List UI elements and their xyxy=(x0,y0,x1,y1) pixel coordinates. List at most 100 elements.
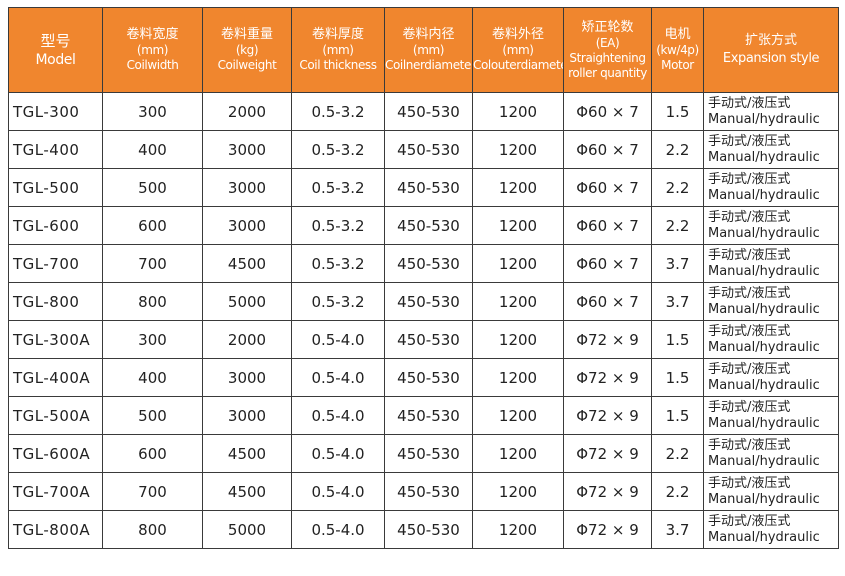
cell-model: TGL-400 xyxy=(8,130,103,169)
cell-motor: 2.2 xyxy=(651,206,704,245)
cell-inner-diameter: 450-530 xyxy=(384,282,473,321)
expansion-en: Manual/hydraulic xyxy=(708,339,820,355)
expansion-en: Manual/hydraulic xyxy=(708,453,820,469)
header-label-en: Model xyxy=(35,51,76,68)
header-label-zh: 卷料外径 xyxy=(491,27,544,42)
table-row: TGL-500A 500 3000 0.5-4.0 450-530 1200 Φ… xyxy=(8,396,839,435)
cell-expansion-style: 手动式/液压式 Manual/hydraulic xyxy=(703,472,839,511)
cell-coil-weight: 3000 xyxy=(202,396,292,435)
expansion-en: Manual/hydraulic xyxy=(708,225,820,241)
cell-roller-quantity: Φ60 × 7 xyxy=(563,130,652,169)
cell-roller-quantity: Φ72 × 9 xyxy=(563,396,652,435)
cell-expansion-style: 手动式/液压式 Manual/hydraulic xyxy=(703,396,839,435)
cell-roller-quantity: Φ60 × 7 xyxy=(563,168,652,207)
cell-coil-width: 600 xyxy=(102,434,203,473)
table-row: TGL-700A 700 4500 0.5-4.0 450-530 1200 Φ… xyxy=(8,472,839,511)
cell-outer-diameter: 1200 xyxy=(472,168,564,207)
header-expansion-style: 扩张方式 Expansion style xyxy=(703,7,839,93)
table-row: TGL-800A 800 5000 0.5-4.0 450-530 1200 Φ… xyxy=(8,510,839,549)
cell-coil-weight: 4500 xyxy=(202,472,292,511)
cell-expansion-style: 手动式/液压式 Manual/hydraulic xyxy=(703,320,839,359)
expansion-zh: 手动式/液压式 xyxy=(708,95,791,111)
header-label-en: Expansion style xyxy=(722,51,820,66)
expansion-zh: 手动式/液压式 xyxy=(708,475,791,491)
cell-expansion-style: 手动式/液压式 Manual/hydraulic xyxy=(703,168,839,207)
header-label-zh: 电机 xyxy=(664,27,691,42)
cell-outer-diameter: 1200 xyxy=(472,244,564,283)
header-row: 型号 Model 卷料宽度 (mm) Coilwidth 卷料重量 (kg) C… xyxy=(8,7,839,93)
cell-coil-weight: 4500 xyxy=(202,434,292,473)
cell-coil-thickness: 0.5-3.2 xyxy=(291,92,385,131)
header-label-en-2: roller quantity xyxy=(568,65,647,80)
expansion-en: Manual/hydraulic xyxy=(708,187,820,203)
cell-coil-thickness: 0.5-4.0 xyxy=(291,472,385,511)
header-coil-weight: 卷料重量 (kg) Coilweight xyxy=(202,7,292,93)
table-row: TGL-500 500 3000 0.5-3.2 450-530 1200 Φ6… xyxy=(8,168,839,207)
cell-coil-width: 800 xyxy=(102,510,203,549)
cell-inner-diameter: 450-530 xyxy=(384,244,473,283)
table-row: TGL-400A 400 3000 0.5-4.0 450-530 1200 Φ… xyxy=(8,358,839,397)
cell-coil-width: 500 xyxy=(102,396,203,435)
cell-coil-thickness: 0.5-3.2 xyxy=(291,168,385,207)
expansion-zh: 手动式/液压式 xyxy=(708,209,791,225)
cell-model: TGL-800 xyxy=(8,282,103,321)
cell-model: TGL-700 xyxy=(8,244,103,283)
cell-outer-diameter: 1200 xyxy=(472,92,564,131)
cell-outer-diameter: 1200 xyxy=(472,130,564,169)
cell-roller-quantity: Φ60 × 7 xyxy=(563,282,652,321)
header-label-zh: 型号 xyxy=(40,31,71,50)
cell-expansion-style: 手动式/液压式 Manual/hydraulic xyxy=(703,206,839,245)
header-model: 型号 Model xyxy=(8,7,103,93)
cell-roller-quantity: Φ72 × 9 xyxy=(563,472,652,511)
header-label-zh: 卷料内径 xyxy=(402,27,455,42)
cell-model: TGL-300A xyxy=(8,320,103,359)
cell-expansion-style: 手动式/液压式 Manual/hydraulic xyxy=(703,282,839,321)
cell-roller-quantity: Φ60 × 7 xyxy=(563,92,652,131)
header-label-en: Coil thickness xyxy=(299,58,377,72)
header-unit: (mm) xyxy=(412,43,445,57)
cell-model: TGL-500 xyxy=(8,168,103,207)
cell-outer-diameter: 1200 xyxy=(472,510,564,549)
cell-coil-thickness: 0.5-4.0 xyxy=(291,510,385,549)
cell-coil-thickness: 0.5-3.2 xyxy=(291,206,385,245)
cell-outer-diameter: 1200 xyxy=(472,396,564,435)
header-unit: (mm) xyxy=(322,43,354,57)
header-coil-outer-diameter: 卷料外径 (mm) Colouterdiameter xyxy=(472,7,564,93)
cell-motor: 3.7 xyxy=(651,282,704,321)
cell-coil-thickness: 0.5-3.2 xyxy=(291,282,385,321)
cell-coil-width: 300 xyxy=(102,92,203,131)
header-label-zh: 卷料重量 xyxy=(220,27,273,42)
cell-outer-diameter: 1200 xyxy=(472,206,564,245)
cell-model: TGL-800A xyxy=(8,510,103,549)
cell-motor: 1.5 xyxy=(651,396,704,435)
cell-model: TGL-600 xyxy=(8,206,103,245)
header-label-en: Colouterdiameter xyxy=(473,58,564,72)
cell-coil-thickness: 0.5-4.0 xyxy=(291,358,385,397)
header-label-en: Straightening xyxy=(569,50,646,65)
cell-outer-diameter: 1200 xyxy=(472,434,564,473)
cell-coil-width: 700 xyxy=(102,244,203,283)
expansion-zh: 手动式/液压式 xyxy=(708,361,791,377)
expansion-zh: 手动式/液压式 xyxy=(708,399,791,415)
expansion-zh: 手动式/液压式 xyxy=(708,323,791,339)
header-roller-quantity: 矫正轮数 (EA) Straightening roller quantity xyxy=(563,7,652,93)
cell-coil-thickness: 0.5-4.0 xyxy=(291,396,385,435)
expansion-en: Manual/hydraulic xyxy=(708,377,820,393)
cell-expansion-style: 手动式/液压式 Manual/hydraulic xyxy=(703,92,839,131)
cell-roller-quantity: Φ60 × 7 xyxy=(563,206,652,245)
header-label-zh: 矫正轮数 xyxy=(581,19,634,35)
header-unit: (EA) xyxy=(595,35,620,50)
header-label-en: Coilnerdiameter xyxy=(385,58,473,72)
header-coil-width: 卷料宽度 (mm) Coilwidth xyxy=(102,7,203,93)
cell-coil-thickness: 0.5-3.2 xyxy=(291,244,385,283)
cell-motor: 1.5 xyxy=(651,358,704,397)
cell-inner-diameter: 450-530 xyxy=(384,434,473,473)
cell-expansion-style: 手动式/液压式 Manual/hydraulic xyxy=(703,244,839,283)
expansion-zh: 手动式/液压式 xyxy=(708,171,791,187)
cell-coil-weight: 3000 xyxy=(202,358,292,397)
cell-coil-thickness: 0.5-4.0 xyxy=(291,434,385,473)
cell-motor: 2.2 xyxy=(651,168,704,207)
cell-coil-weight: 5000 xyxy=(202,282,292,321)
expansion-en: Manual/hydraulic xyxy=(708,529,820,545)
cell-motor: 2.2 xyxy=(651,130,704,169)
